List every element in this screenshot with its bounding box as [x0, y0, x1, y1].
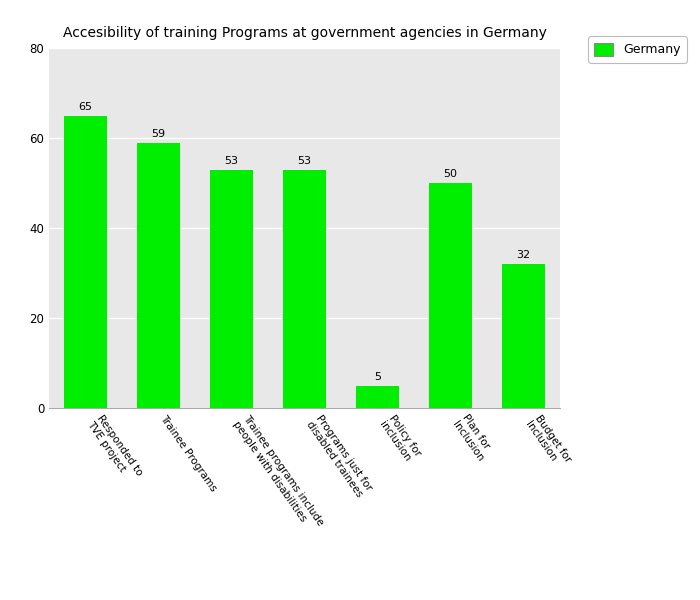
Bar — [428, 183, 472, 408]
Bar — [356, 385, 400, 408]
Bar — [209, 169, 253, 408]
Text: 53: 53 — [225, 156, 239, 166]
Text: 65: 65 — [78, 102, 92, 112]
Text: 53: 53 — [298, 156, 312, 166]
Text: 50: 50 — [444, 169, 458, 179]
Text: 5: 5 — [374, 372, 381, 382]
Bar — [64, 115, 107, 408]
Legend: Germany: Germany — [588, 36, 687, 63]
Text: 59: 59 — [151, 129, 166, 139]
Bar — [283, 169, 326, 408]
Bar — [502, 264, 545, 408]
Bar — [136, 142, 181, 408]
Text: 32: 32 — [517, 250, 531, 260]
Title: Accesibility of training Programs at government agencies in Germany: Accesibility of training Programs at gov… — [62, 26, 547, 40]
